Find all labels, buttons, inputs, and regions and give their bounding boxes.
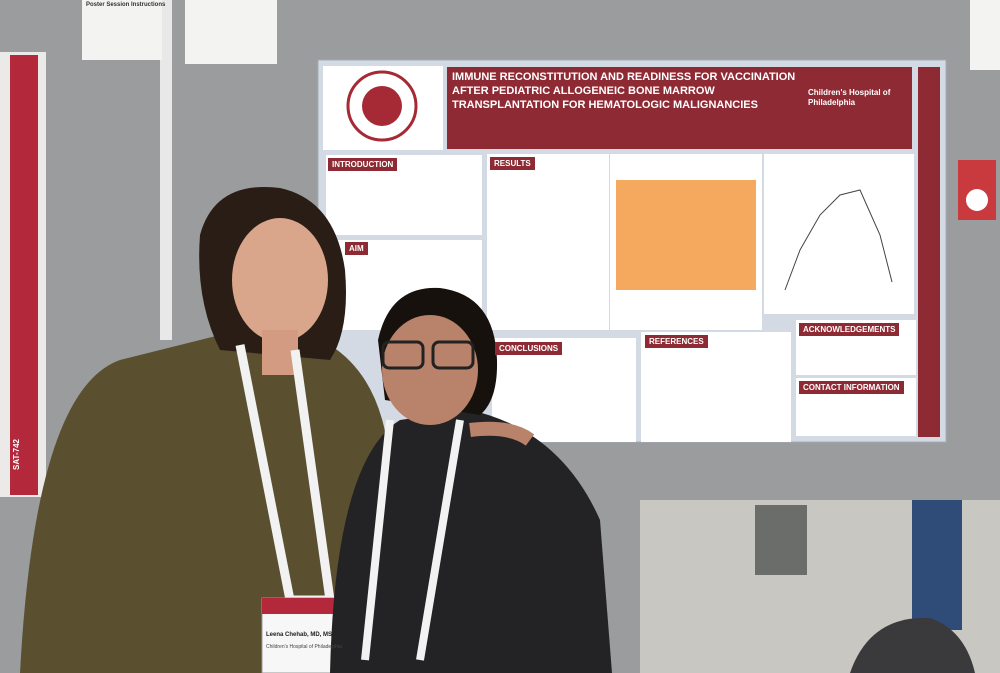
section-heading: RESULTS [490, 157, 535, 170]
lanyard [361, 419, 464, 661]
easel-pole [160, 0, 172, 340]
institution-logo [805, 85, 910, 120]
badge-name: Leena Chehab, MD, MS [266, 632, 333, 638]
notice-sheet [970, 0, 1000, 70]
side-poster-band [10, 55, 38, 495]
section-heading: INTRODUCTION [328, 158, 398, 171]
poster-title: IMMUNE RECONSTITUTION AND READINESS FOR … [452, 71, 796, 111]
figure-curve [784, 189, 893, 291]
face [232, 218, 328, 342]
section-heading: CONTACT INFORMATION [799, 381, 904, 394]
notice-sheet [82, 0, 162, 60]
badge-affiliation: Children's Hospital of Philadelphia [266, 644, 342, 650]
society-logo [362, 86, 402, 126]
bystander [912, 500, 962, 630]
face [382, 315, 478, 425]
section-heading: CONCLUSIONS [495, 342, 563, 355]
bag [850, 617, 975, 673]
hand [469, 421, 535, 446]
side-poster-code: SAT-742 [12, 439, 21, 470]
references-box [641, 332, 791, 442]
conclusions-box [492, 338, 636, 442]
figure-box [764, 154, 914, 314]
jacket [330, 410, 612, 673]
results-box [487, 154, 609, 330]
glasses [431, 340, 475, 370]
results-table [616, 180, 756, 290]
section-heading: ACKNOWLEDGEMENTS [799, 323, 900, 336]
wall-sign-icon [966, 189, 988, 211]
section-heading: AIM [345, 242, 368, 255]
notice-sheet [185, 0, 277, 64]
poster-side-band [918, 67, 940, 437]
section-heading: REFERENCES [645, 335, 708, 348]
institution: Children's Hospital of Philadelphia [808, 88, 891, 107]
glasses [381, 340, 425, 370]
notice-title: Poster Session Instructions [86, 2, 166, 8]
bystander [755, 505, 807, 575]
badge-header [262, 598, 346, 614]
